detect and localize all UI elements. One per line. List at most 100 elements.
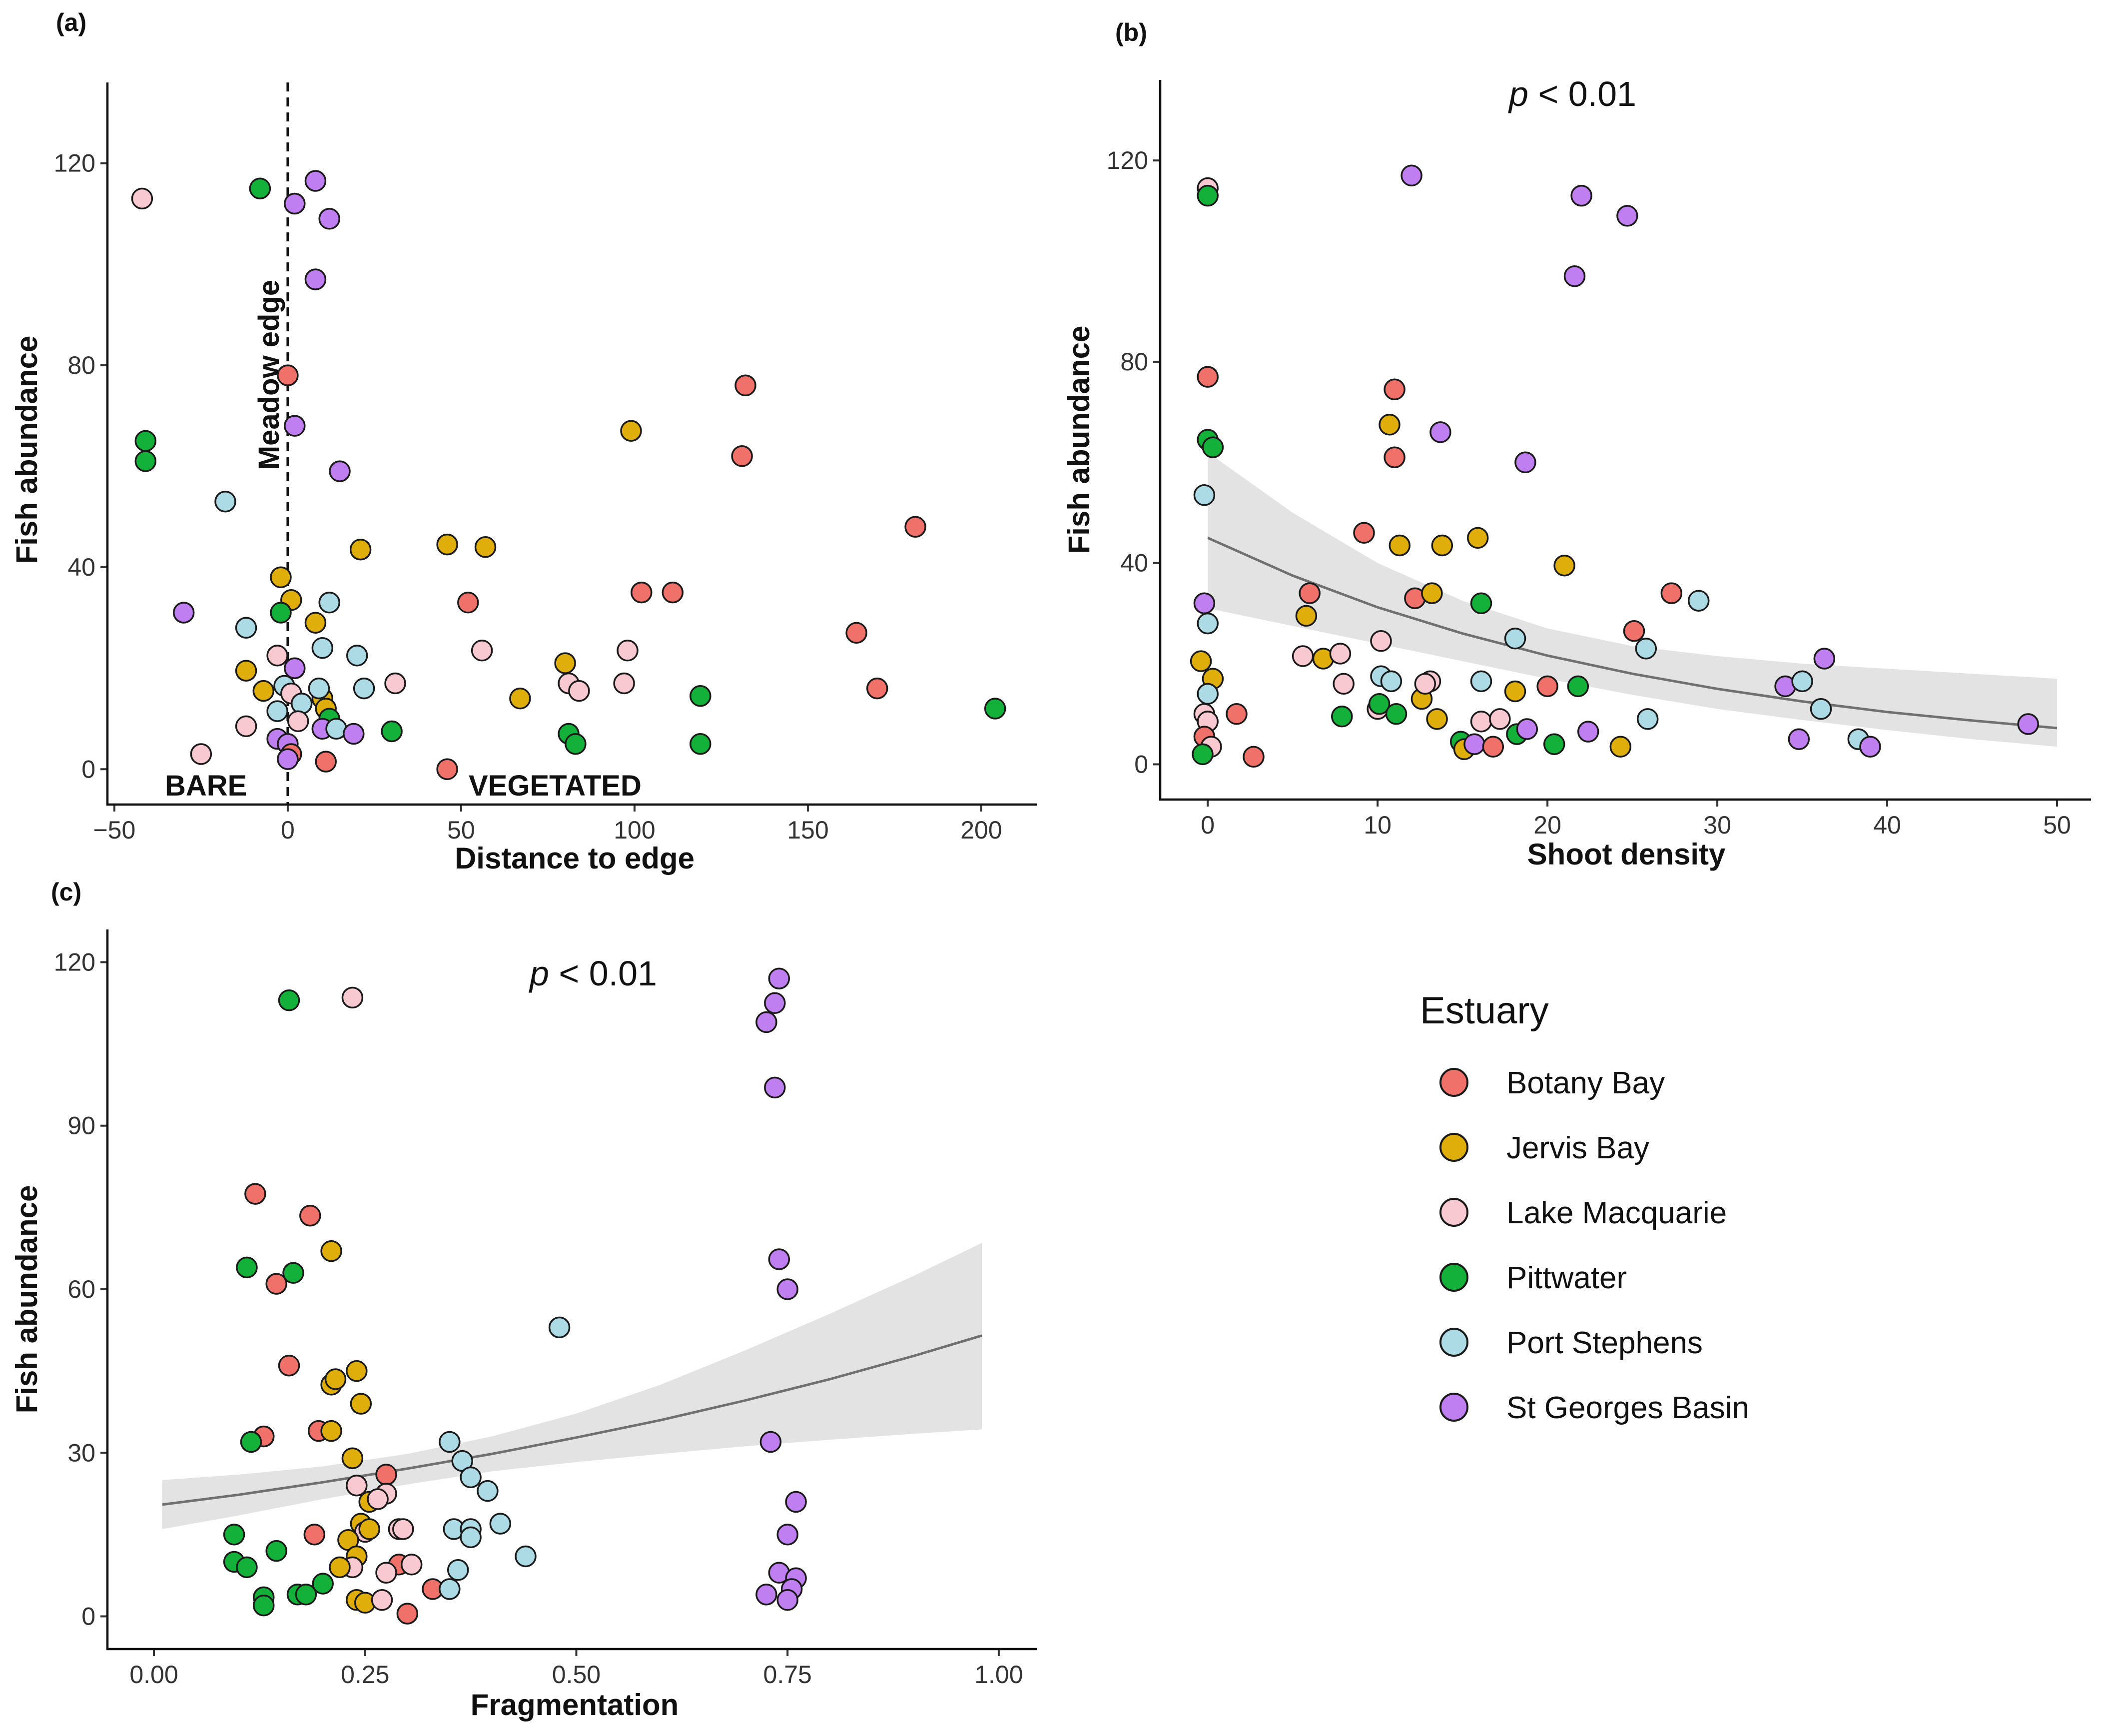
data-point [1193,484,1216,506]
data-point [1370,630,1392,652]
data-point [1567,675,1589,698]
data-point [190,743,212,765]
data-point [346,645,368,667]
data-point [349,538,372,561]
data-point [1333,673,1355,695]
data-point [1431,534,1453,557]
data-point [1401,164,1422,187]
legend-item-label: Botany Bay [1506,1066,1665,1100]
p-value-b: p < 0.01 [1508,74,1636,113]
legend-swatch [1439,1328,1468,1357]
data-point [904,516,926,538]
y-tick-label-a: 40 [67,553,95,581]
data-point [471,640,493,662]
data-point [1660,582,1683,604]
data-point [375,1562,397,1584]
data-point [277,748,299,770]
data-point [1553,554,1575,577]
data-point [381,720,403,743]
data-point [768,967,790,989]
data-point [565,733,587,755]
data-point [734,374,756,397]
data-point [1389,534,1411,557]
panel-b: (b) Fish abundance Shoot density p < 0.0… [1062,18,2091,871]
data-point [278,989,300,1011]
data-point [223,1524,245,1546]
panel-a: (a) Fish abundance Distance to edge Mead… [10,8,1037,875]
data-point [845,622,867,644]
panel-label-b: (b) [1115,18,1147,46]
y-tick-label-c: 30 [67,1439,95,1467]
data-point [1466,527,1489,549]
data-point [447,1559,469,1581]
y-tick-label-b: 0 [1134,751,1148,779]
legend-swatch [1439,1068,1468,1097]
data-point [284,657,306,679]
data-point [244,1183,266,1205]
data-point [270,566,292,589]
x-axis-label-c: Fragmentation [471,1688,679,1722]
data-point [312,1573,334,1595]
data-point [1623,620,1645,642]
data-point [266,645,288,667]
data-point [866,677,888,700]
data-point [1470,711,1492,733]
data-point [324,1368,347,1390]
data-point [1295,605,1318,627]
data-point [304,612,327,634]
confidence-ribbon-b [1208,452,2057,747]
data-point [252,680,275,702]
data-point [776,1589,798,1611]
data-point [776,1524,798,1546]
data-point [320,1420,342,1442]
data-point [1243,746,1265,768]
data-point [235,617,257,639]
data-point [1504,628,1526,650]
data-point [284,192,306,215]
data-point [755,1584,777,1606]
legend-item-label: Lake Macquarie [1506,1196,1727,1230]
data-point [1190,650,1212,672]
y-tick-label-a: 0 [81,755,95,783]
data-point [284,415,306,437]
data-point [277,364,299,386]
data-point [290,693,313,715]
x-tick-label-b: 40 [1873,811,1901,839]
data-point [343,723,365,745]
data-point [1379,414,1401,436]
data-point [346,1360,368,1382]
data-point [1791,670,1813,693]
panel-c: (c) Fish abundance Fragmentation p < 0.0… [10,878,1037,1722]
data-point [131,187,153,210]
data-point [785,1491,807,1513]
y-tick-label-c: 120 [54,948,95,976]
data-point [731,445,753,467]
legend-swatch [1439,1198,1468,1227]
data-point [1516,718,1538,740]
data-point [265,1273,287,1295]
legend-swatch [1439,1263,1468,1292]
data-point [1577,721,1599,743]
data-point [1563,265,1586,287]
vegetated-label: VEGETATED [469,770,642,802]
data-point [1414,673,1436,695]
x-tick-label-a: 50 [447,816,475,844]
data-point [509,688,531,710]
data-point [367,1488,389,1510]
data-point [1192,743,1214,766]
data-point [457,592,479,614]
y-tick-label-c: 90 [67,1112,95,1140]
data-point [235,715,257,738]
bare-label: BARE [165,770,247,802]
y-tick-label-a: 80 [67,351,95,379]
data-point [236,1556,258,1579]
x-tick-label-a: 0 [281,816,295,844]
confidence-ribbon-c [162,1243,982,1529]
data-point [436,533,458,556]
y-tick-label-b: 40 [1120,549,1148,577]
data-point [346,1474,368,1497]
data-point [318,592,340,614]
data-point [1489,708,1511,730]
data-point [358,1518,380,1540]
data-point [1384,378,1405,401]
